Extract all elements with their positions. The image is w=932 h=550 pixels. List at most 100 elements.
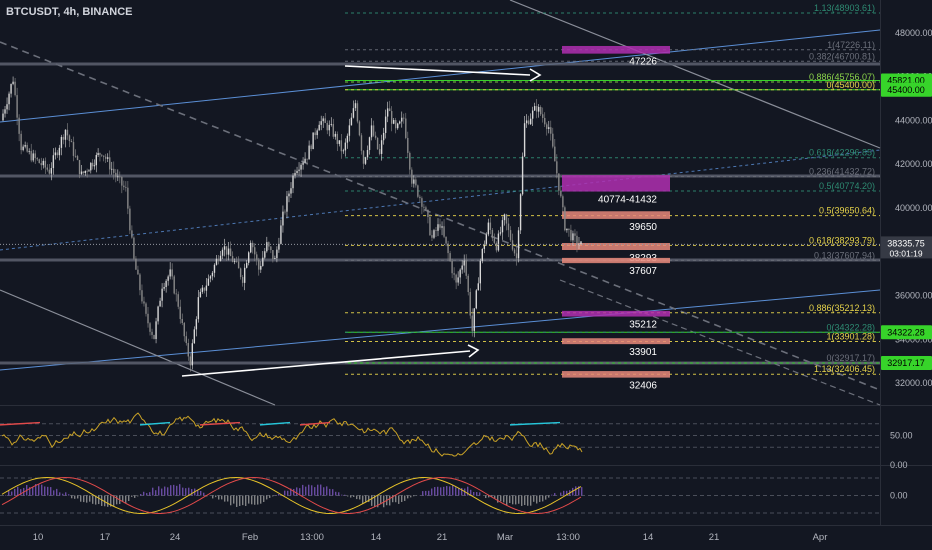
fib-label-0: 1.13(48903.61) (814, 3, 875, 13)
candle-body (219, 255, 222, 261)
osc2-bar (425, 490, 427, 496)
fib-label-13: 1(33901.28) (826, 331, 875, 341)
candle-body (90, 162, 92, 171)
candle-body (93, 165, 96, 167)
candle-body (421, 198, 423, 207)
osc2-bar (167, 487, 169, 496)
zone-6 (562, 338, 670, 345)
osc2-bar (53, 490, 55, 496)
osc2-bar (377, 495, 379, 508)
candle-body (558, 173, 560, 191)
candle-body (268, 242, 270, 247)
candle-body (280, 225, 282, 244)
osc2-bar (323, 487, 325, 496)
osc2-bar (269, 495, 271, 498)
osc1-divergence-2 (299, 421, 331, 426)
candle-body (487, 222, 490, 235)
candle-body (580, 241, 582, 245)
candle-body (80, 171, 83, 174)
osc2-bar (263, 495, 265, 502)
zone-3 (562, 243, 670, 251)
oscillator-1: 50.00 0.00 (0, 412, 913, 470)
osc2-bar (101, 495, 103, 506)
osc2-bar (449, 486, 451, 496)
osc1-divergence-1 (199, 421, 241, 426)
osc2-bar (212, 495, 214, 499)
candle-body (147, 313, 149, 324)
candle-body (457, 277, 459, 283)
osc2-bar (173, 484, 175, 496)
candle-body (447, 243, 449, 254)
candle-body (6, 104, 8, 110)
candle-body (437, 224, 439, 231)
osc2-bar (440, 487, 442, 496)
candle-body (245, 262, 248, 268)
osc1-divergence-4 (259, 421, 291, 426)
fib-label-4: 0(45400.00) (826, 80, 875, 90)
candle-body (312, 132, 314, 150)
osc2-bar (146, 493, 148, 496)
candle-body (372, 125, 375, 136)
price-tick-4: 40000.00 (895, 203, 932, 213)
time-tick-7: Mar (497, 532, 513, 543)
osc2-bar (164, 486, 166, 496)
drawing-layer: 1.13(48903.61) 1(47226.11)0.382(46700.81)… (0, 0, 881, 406)
osc2-bar (131, 495, 133, 497)
osc2-bar (485, 495, 487, 499)
osc2-bar (305, 486, 307, 496)
candle-body (511, 240, 514, 250)
candle-body (388, 108, 391, 112)
osc2-bar (47, 486, 49, 496)
candle-body (248, 252, 250, 263)
time-tick-6: 21 (437, 532, 448, 543)
candle-body (562, 196, 564, 208)
candle-body (95, 155, 97, 166)
candle-body (165, 280, 167, 288)
candle-body (286, 196, 288, 212)
candle-body (290, 188, 292, 194)
candle-body (139, 274, 141, 291)
candle-body (445, 236, 447, 244)
candle-body (362, 150, 365, 164)
osc2-bar (524, 495, 526, 506)
candle-body (20, 133, 22, 151)
osc2-bar (257, 495, 259, 505)
candle-body (332, 124, 334, 137)
candle-body (32, 153, 34, 161)
osc2-bar (230, 495, 232, 506)
osc1-line (1, 412, 583, 457)
osc2-bar (554, 493, 556, 496)
zone-label-7: 32406 (629, 381, 657, 392)
osc1-tick-1: 0.00 (890, 460, 908, 470)
candle-body (465, 260, 467, 276)
fib-label-11: 0.886(35212.13) (809, 303, 875, 313)
candle-body (298, 169, 300, 171)
candle-body (439, 224, 441, 228)
osc2-bar (380, 495, 382, 505)
candle-body (62, 136, 65, 140)
fib-label-5: 0.618(42296.85) (809, 148, 875, 158)
osc2-bar (314, 487, 316, 496)
arrow-upper-head (529, 68, 542, 82)
osc2-bar (32, 487, 34, 496)
candle-body (463, 260, 465, 266)
osc2-bar (266, 495, 268, 500)
candle-body (131, 230, 133, 238)
osc2-bar (359, 495, 361, 500)
osc2-bar (179, 484, 181, 496)
candle-body (64, 129, 67, 140)
candle-body (495, 242, 498, 251)
candle-body (354, 103, 357, 109)
osc2-bar (149, 492, 151, 496)
osc2-bar (161, 488, 163, 496)
candle-body (360, 135, 363, 151)
fib-label-8: 0.5(39650.64) (819, 206, 875, 216)
osc2-bar (236, 495, 238, 507)
candle-body (330, 124, 332, 125)
osc2-bar (218, 495, 220, 500)
candle-body (129, 208, 131, 231)
candle-body (531, 110, 534, 119)
time-tick-1: 17 (100, 532, 111, 543)
osc2-bar (353, 495, 355, 497)
